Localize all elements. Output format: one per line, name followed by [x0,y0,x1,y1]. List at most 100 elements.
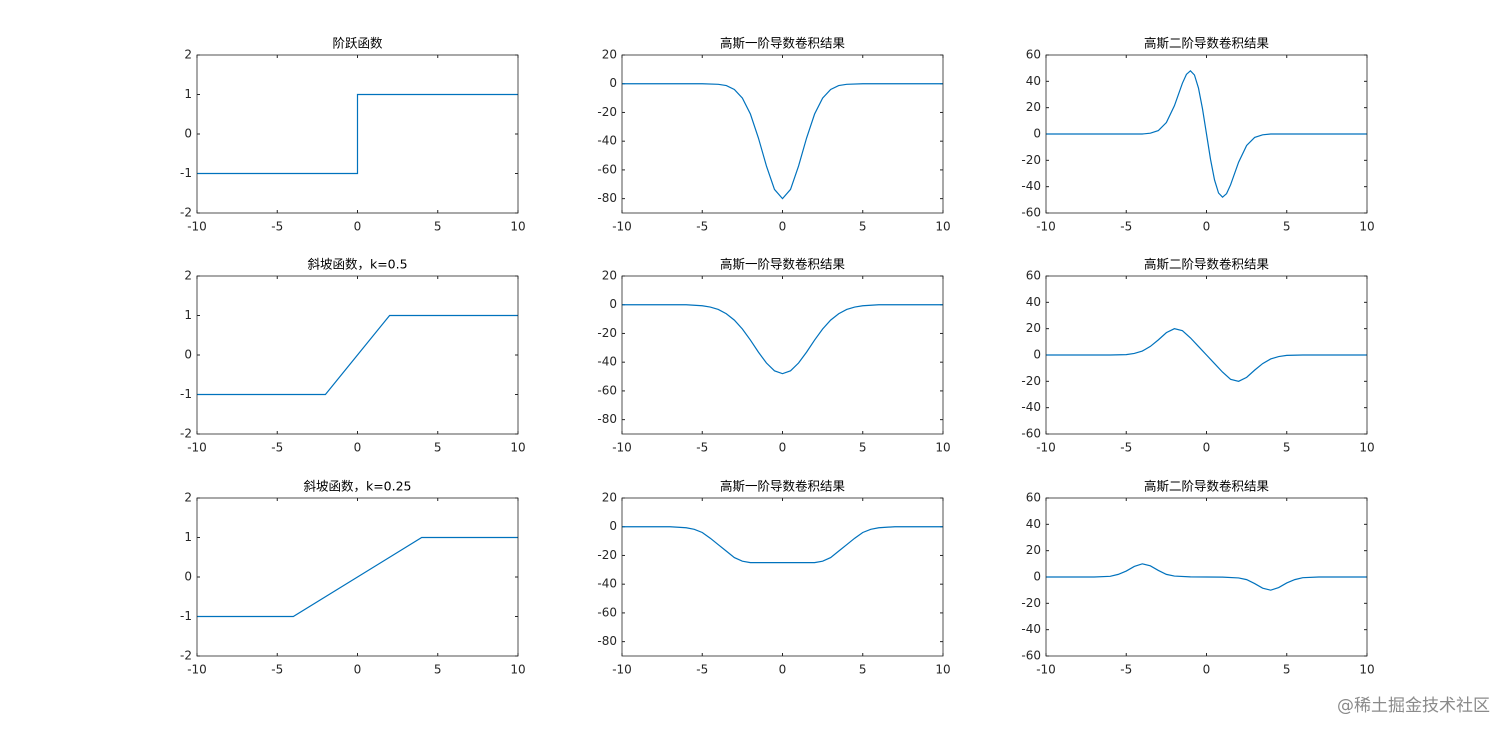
x-tick-label: -10 [187,663,207,677]
y-tick-label: -20 [1021,374,1041,388]
x-tick-label: 0 [1203,441,1211,455]
x-tick-label: 10 [1359,663,1374,677]
x-tick-label: 0 [779,441,787,455]
y-tick-label: -2 [180,649,192,663]
x-tick-label: 0 [1203,220,1211,234]
line [1046,69,1367,199]
x-tick-label: 5 [859,441,867,455]
y-tick-label: -40 [1021,400,1041,414]
y-tick-label: 1 [184,87,192,101]
y-tick-label: -20 [1021,596,1041,610]
line [197,536,518,618]
x-tick-label: -5 [271,441,283,455]
watermark: @稀土掘金技术社区 [1337,696,1490,716]
x-tick-label: -5 [696,220,708,234]
x-tick-label: 10 [1359,220,1374,234]
x-tick-label: -10 [612,220,632,234]
axes-box [196,54,519,214]
axes-box [1045,275,1368,435]
line [197,93,518,175]
x-tick-label: -10 [187,441,207,455]
x-tick-label: -10 [187,220,207,234]
axes-box [196,275,519,435]
y-tick-label: -60 [597,383,617,397]
x-tick-label: -10 [612,441,632,455]
chart-title: 高斯一阶导数卷积结果 [720,257,846,272]
y-tick-label: 2 [184,269,192,283]
y-tick-label: 0 [184,127,192,141]
chart-title: 斜坡函数，k=0.25 [303,479,411,494]
line [622,83,943,200]
x-tick-label: -5 [271,220,283,234]
x-tick-label: 0 [779,663,787,677]
axes-box [621,275,944,435]
chart-title: 高斯二阶导数卷积结果 [1144,257,1270,272]
y-tick-label: 2 [184,48,192,62]
y-tick-label: -60 [597,162,617,176]
y-tick-label: 60 [1026,491,1041,505]
y-tick-label: 20 [1026,543,1041,557]
y-tick-label: 20 [1026,100,1041,114]
y-tick-label: -40 [597,134,617,148]
x-tick-label: 0 [779,220,787,234]
x-tick-label: 5 [434,663,442,677]
y-tick-label: 60 [1026,269,1041,283]
y-tick-label: -80 [597,634,617,648]
y-tick-label: 20 [602,48,617,62]
chart-title: 斜坡函数，k=0.5 [307,257,407,272]
line [197,314,518,396]
chart-title: 高斯二阶导数卷积结果 [1144,479,1270,494]
axes-background [622,498,943,656]
y-tick-label: -1 [180,166,192,180]
x-tick-label: -10 [1036,220,1056,234]
chart-title: 阶跃函数 [332,36,383,51]
x-tick-label: -5 [1120,663,1132,677]
y-tick-label: -20 [597,548,617,562]
line [622,304,943,375]
x-tick-label: 5 [1283,663,1291,677]
y-tick-label: -20 [597,326,617,340]
axes-box [621,54,944,214]
x-tick-label: 5 [859,220,867,234]
y-tick-label: 20 [602,269,617,283]
x-tick-label: -10 [612,663,632,677]
y-tick-label: -2 [180,427,192,441]
x-tick-label: -5 [696,441,708,455]
y-tick-label: 0 [609,76,617,90]
x-tick-label: 5 [434,220,442,234]
chart-title: 高斯二阶导数卷积结果 [1144,36,1270,51]
y-tick-label: -40 [597,355,617,369]
y-tick-label: 0 [184,348,192,362]
x-tick-label: -5 [1120,220,1132,234]
y-tick-label: -20 [1021,153,1041,167]
y-tick-label: -1 [180,609,192,623]
y-tick-label: 0 [184,570,192,584]
y-tick-label: 1 [184,530,192,544]
x-tick-label: 5 [859,663,867,677]
y-tick-label: -60 [1021,206,1041,220]
y-tick-label: 40 [1026,517,1041,531]
x-tick-label: 5 [1283,441,1291,455]
line [1046,563,1367,591]
y-tick-label: 0 [609,297,617,311]
x-tick-label: 0 [354,441,362,455]
x-tick-label: 0 [1203,663,1211,677]
x-tick-label: 5 [1283,220,1291,234]
y-tick-label: 0 [1033,348,1041,362]
axes-background [622,276,943,434]
y-tick-label: -40 [597,577,617,591]
y-tick-label: -40 [1021,622,1041,636]
x-tick-label: 0 [354,220,362,234]
y-tick-label: -20 [597,105,617,119]
y-tick-label: 20 [602,491,617,505]
y-tick-label: 40 [1026,295,1041,309]
x-tick-label: 10 [935,441,950,455]
x-tick-label: 10 [935,663,950,677]
x-tick-label: -5 [696,663,708,677]
y-tick-label: 1 [184,308,192,322]
x-tick-label: 10 [510,663,525,677]
y-tick-label: 60 [1026,48,1041,62]
y-tick-label: 2 [184,491,192,505]
axes-box [196,497,519,657]
